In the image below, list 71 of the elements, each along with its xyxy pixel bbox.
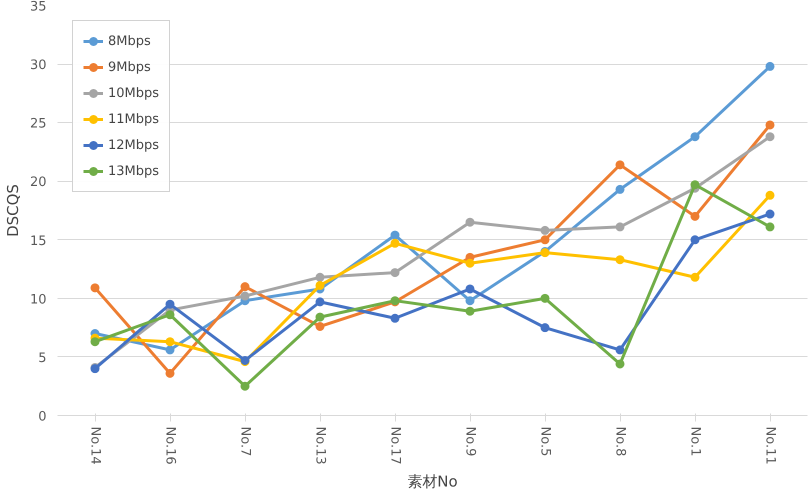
point xyxy=(766,210,774,219)
point xyxy=(690,272,700,282)
x-tick-label: No.9 xyxy=(462,426,478,456)
y-tick-label: 15 xyxy=(30,234,47,249)
point xyxy=(616,345,624,354)
point xyxy=(616,222,624,232)
point xyxy=(616,359,624,368)
point xyxy=(466,284,474,294)
point xyxy=(690,235,700,244)
point xyxy=(540,235,550,244)
point xyxy=(390,230,400,240)
point xyxy=(690,132,700,142)
y-axis-title: DSCQS xyxy=(4,184,22,237)
point xyxy=(316,272,324,282)
y-tick-label: 25 xyxy=(30,116,47,132)
point xyxy=(166,337,174,346)
y-tick-label: 35 xyxy=(30,0,47,14)
point xyxy=(466,296,474,306)
point xyxy=(466,306,474,316)
point xyxy=(540,226,550,235)
point xyxy=(316,280,324,290)
point xyxy=(766,190,774,200)
y-tick-label: 20 xyxy=(30,175,47,190)
point xyxy=(616,160,624,170)
x-tick-label: No.11 xyxy=(762,426,778,465)
point xyxy=(166,345,174,354)
y-tick-label: 5 xyxy=(38,350,47,366)
x-tick-label: No.5 xyxy=(538,426,552,456)
point xyxy=(690,180,700,190)
point xyxy=(316,312,324,322)
legend-label: 10Mbps xyxy=(108,86,160,100)
point xyxy=(316,297,324,306)
point xyxy=(166,300,174,309)
point xyxy=(690,212,700,221)
point xyxy=(766,120,774,130)
x-tick-label: No.7 xyxy=(238,426,252,456)
y-tick-label: 0 xyxy=(38,410,47,424)
legend-label: 13Mbps xyxy=(108,164,160,178)
point xyxy=(166,310,174,320)
point xyxy=(240,282,250,292)
x-tick-label: No.14 xyxy=(88,426,102,465)
point xyxy=(240,382,250,391)
x-axis-title: 素材No xyxy=(407,472,458,491)
x-tick-label: No.17 xyxy=(388,426,402,465)
y-tick-label: 30 xyxy=(30,58,47,74)
point xyxy=(316,322,324,331)
point xyxy=(766,222,774,232)
point xyxy=(240,292,250,301)
x-tick-label: No.8 xyxy=(612,426,628,456)
legend-label: 11Mbps xyxy=(108,112,160,126)
point xyxy=(466,258,474,268)
point xyxy=(466,218,474,227)
point xyxy=(90,337,100,346)
point xyxy=(390,314,400,323)
legend-label: 12Mbps xyxy=(108,138,160,152)
point xyxy=(390,238,400,248)
point xyxy=(766,132,774,142)
legend-label: 8Mbps xyxy=(108,34,151,48)
x-tick-label: No.16 xyxy=(162,426,178,465)
point xyxy=(90,283,100,292)
legend-label: 9Mbps xyxy=(108,60,151,74)
x-tick-label: No.13 xyxy=(312,426,328,465)
point xyxy=(540,294,550,303)
point xyxy=(390,268,400,278)
x-tick-label: No.1 xyxy=(688,426,702,456)
y-tick-label: 10 xyxy=(30,292,47,308)
point xyxy=(166,368,174,378)
point xyxy=(540,323,550,332)
point xyxy=(616,255,624,264)
point xyxy=(766,62,774,71)
point xyxy=(616,184,624,194)
